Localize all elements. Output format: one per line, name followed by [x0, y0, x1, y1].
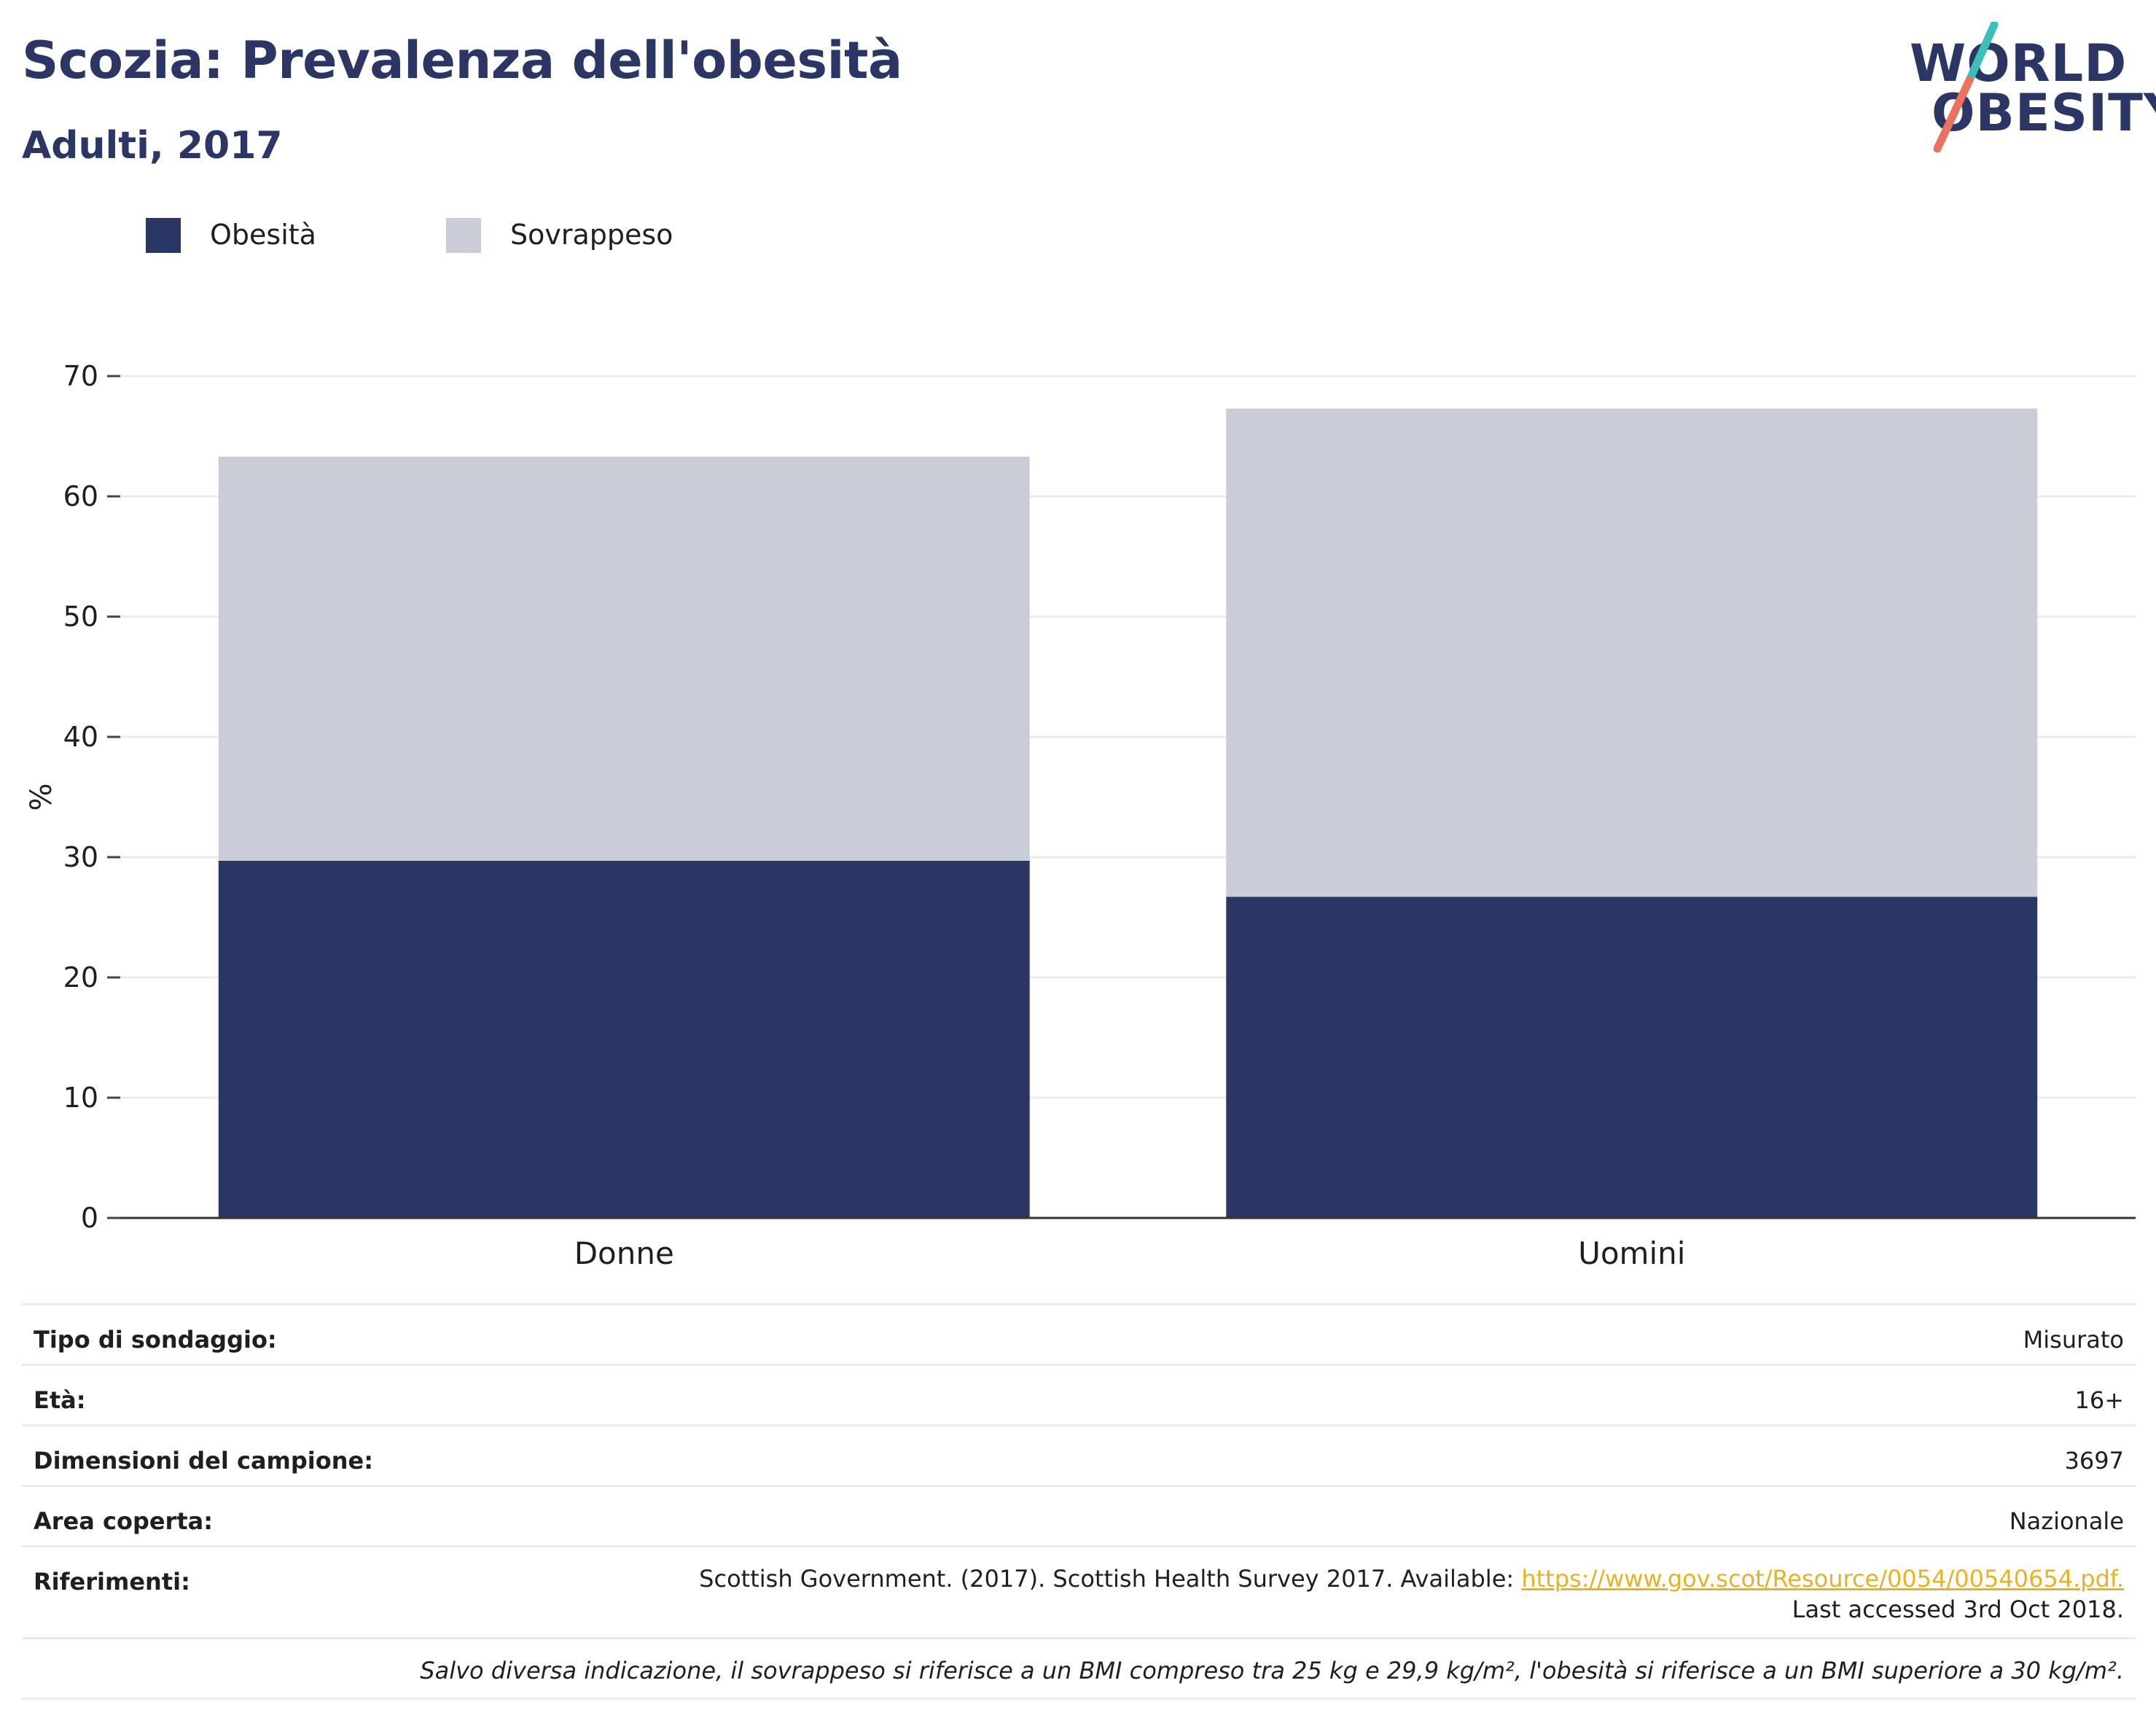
logo-text-obesity: OBESITY	[1932, 83, 2156, 143]
chart-title: Scozia: Prevalenza dell'obesità	[22, 31, 902, 90]
chart-subtitle: Adulti, 2017	[22, 124, 283, 168]
references-text: Scottish Government. (2017). Scottish He…	[699, 1565, 1522, 1593]
bar-uomini-obesity	[1226, 897, 2038, 1218]
y-tick-label-70: 70	[63, 360, 98, 392]
logo-text-world: WORLD	[1910, 34, 2128, 93]
bar-donne-obesity	[218, 860, 1030, 1218]
sample-size-label: Dimensioni del campione:	[34, 1447, 374, 1475]
references-label: Riferimenti:	[34, 1568, 190, 1596]
survey-info-table: Tipo di sondaggio: Misurato Età: 16+ Dim…	[22, 1303, 2136, 1700]
legend-label-overweight: Sovrappeso	[510, 219, 673, 251]
x-tick-label-donne: Donne	[574, 1235, 674, 1271]
legend-swatch-obesity	[146, 218, 181, 253]
y-tick-label-10: 10	[63, 1082, 98, 1114]
references-value: Scottish Government. (2017). Scottish He…	[666, 1563, 2124, 1625]
y-tick-label-20: 20	[63, 961, 98, 993]
info-row-sample-size: Dimensioni del campione: 3697	[22, 1424, 2136, 1485]
info-row-area: Area coperta: Nazionale	[22, 1485, 2136, 1545]
bar-chart: 0 10 20 30 40 50 60 70% Donne Uomini	[25, 360, 2136, 1271]
logo-slash-icon	[1933, 22, 1999, 153]
bmi-footnote: Salvo diversa indicazione, il sovrappeso…	[420, 1657, 2124, 1684]
y-tick-label-30: 30	[63, 841, 98, 873]
sample-size-value: 3697	[2064, 1447, 2124, 1475]
age-label: Età:	[34, 1386, 86, 1414]
y-tick-label-40: 40	[63, 721, 98, 753]
age-value: 16+	[2074, 1386, 2124, 1414]
info-row-age: Età: 16+	[22, 1364, 2136, 1424]
area-value: Nazionale	[2009, 1507, 2124, 1535]
bar-uomini-overweight	[1226, 408, 2038, 897]
area-label: Area coperta:	[34, 1507, 214, 1535]
y-tick-label-60: 60	[63, 480, 98, 512]
info-row-references: Riferimenti: Scottish Government. (2017)…	[22, 1545, 2136, 1637]
y-tick-label-50: 50	[63, 601, 98, 633]
survey-type-value: Misurato	[2023, 1326, 2124, 1354]
world-obesity-logo: WORLD OBESITY	[1910, 22, 2156, 153]
references-link[interactable]: https://www.gov.scot/Resource/0054/00540…	[1521, 1565, 2124, 1593]
y-axis-label: %	[25, 783, 58, 811]
legend-swatch-overweight	[446, 218, 481, 253]
legend-label-obesity: Obesità	[210, 219, 316, 251]
survey-type-label: Tipo di sondaggio:	[34, 1326, 277, 1354]
x-tick-label-uomini: Uomini	[1578, 1235, 1685, 1271]
info-row-survey-type: Tipo di sondaggio: Misurato	[22, 1303, 2136, 1364]
y-tick-label-0: 0	[81, 1202, 98, 1234]
references-text-after: Last accessed 3rd Oct 2018.	[1792, 1596, 2124, 1623]
bar-donne-overweight	[218, 456, 1030, 861]
info-row-note: Salvo diversa indicazione, il sovrappeso…	[22, 1637, 2136, 1700]
